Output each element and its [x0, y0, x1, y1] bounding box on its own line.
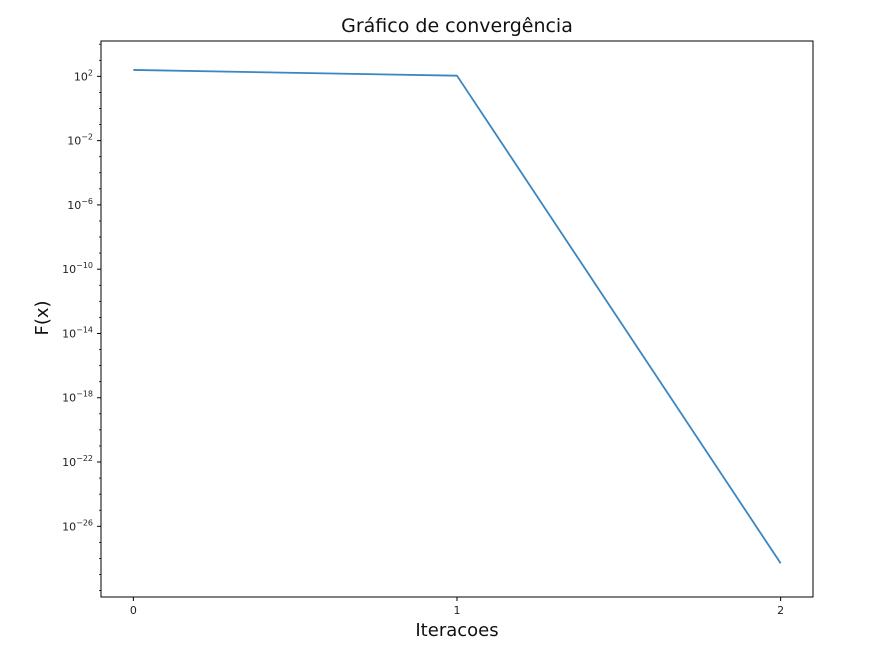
y-tick-label: 10−18: [62, 390, 93, 405]
y-tick-label: 102: [74, 68, 93, 83]
y-tick-label: 10−14: [62, 325, 93, 340]
x-axis-label: Iteracoes: [415, 620, 498, 641]
chart-title: Gráfico de convergência: [341, 15, 573, 37]
y-tick-label: 10−2: [67, 133, 93, 148]
y-axis-label: F(x): [32, 300, 53, 335]
y-tick-label: 10−22: [62, 454, 93, 469]
series-line: [133, 70, 780, 563]
y-tick-label: 10−26: [62, 518, 93, 533]
x-tick-label: 0: [130, 604, 137, 617]
plot-frame: [101, 41, 813, 597]
x-tick-label: 1: [454, 604, 461, 617]
x-tick-label: 2: [777, 604, 784, 617]
y-tick-label: 10−10: [62, 261, 93, 276]
y-tick-label: 10−6: [67, 197, 93, 212]
plot-area: 0 1 2 102 10−2 10−6 10−10 10−14 10−18 10−22 10−26: [62, 41, 813, 617]
